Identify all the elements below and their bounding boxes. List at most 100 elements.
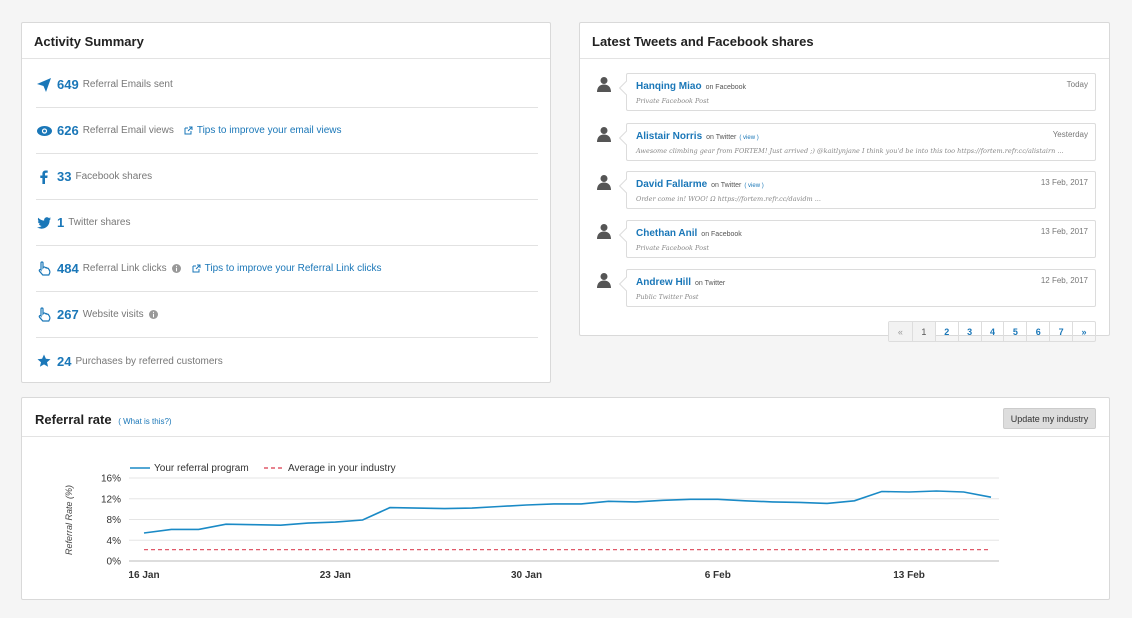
share-item: Alistair Norris on Twitter( view ) Awesom…: [594, 123, 1097, 161]
pagination: « 1 2 3 4 5 6 7 »: [887, 321, 1096, 342]
stat-value: 626: [57, 123, 79, 138]
share-source: on Twitter: [695, 280, 726, 287]
pager-page-1[interactable]: 1: [911, 322, 935, 341]
stat-email-views: 626 Referral Email views Tips to improve…: [36, 108, 538, 154]
tip-label[interactable]: Tips to improve your Referral Link click…: [204, 263, 382, 274]
share-bubble: Chethan Anil on Facebook Private Facebook…: [626, 220, 1096, 258]
referral-rate-chart: 0% 4% 8% 12% 16% 16 Jan 23 Jan 30 Jan 6 Feb 13 F…: [64, 463, 999, 581]
y-tick-label: 16%: [101, 474, 121, 485]
y-tick-label: 12%: [101, 494, 121, 505]
stat-value: 24: [57, 353, 72, 369]
tips-link-clicks-link[interactable]: Tips to improve your Referral Link click…: [192, 263, 382, 274]
share-item: David Fallarme on Twitter( view ) Order c…: [594, 171, 1097, 209]
stat-emails-sent: 649 Referral Emails sent: [36, 62, 538, 108]
pager-page-7[interactable]: 7: [1049, 322, 1072, 341]
pager-page-6[interactable]: 6: [1026, 322, 1049, 341]
pointer-hand-icon: [36, 307, 52, 323]
tip-label[interactable]: Tips to improve your email views: [196, 125, 342, 136]
stat-label: Referral Link clicks: [82, 263, 167, 274]
x-tick-label: 30 Jan: [511, 570, 542, 581]
latest-shares-panel: Latest Tweets and Facebook shares Hanqin…: [579, 22, 1110, 342]
share-author-link[interactable]: David Fallarme: [636, 179, 708, 190]
pager-page-4[interactable]: 4: [980, 322, 1004, 341]
x-tick-label: 6 Feb: [705, 570, 731, 581]
share-body: Private Facebook Post: [636, 97, 710, 105]
share-author-link[interactable]: Alistair Norris: [636, 131, 703, 142]
paper-plane-icon: [36, 77, 52, 93]
latest-shares-title: Latest Tweets and Facebook shares: [580, 23, 1109, 59]
share-item: Hanqing Miao on Facebook Private Facebook…: [594, 73, 1097, 111]
legend-entry: Your referral program: [154, 463, 249, 474]
stat-label: Twitter shares: [68, 217, 131, 228]
user-avatar-icon: [597, 224, 611, 239]
share-bubble: Andrew Hill on Twitter Public Twitter Pos…: [626, 269, 1096, 307]
tips-email-views-link[interactable]: Tips to improve your email views: [184, 125, 342, 136]
view-tweet-link[interactable]: ( view ): [744, 183, 764, 189]
share-source: on Facebook: [701, 231, 742, 238]
stat-link-clicks: 484 Referral Link clicks Tips to improve…: [36, 246, 538, 292]
share-date: 13 Feb, 2017: [1040, 178, 1088, 187]
referral-rate-title: Referral rate ( What is this?): [35, 412, 172, 427]
share-item: Andrew Hill on Twitter Public Twitter Pos…: [594, 269, 1097, 307]
info-icon[interactable]: [148, 309, 159, 320]
share-source: on Twitter: [711, 182, 742, 189]
pager-page-3[interactable]: 3: [957, 322, 981, 341]
pager-prev[interactable]: «: [888, 322, 912, 341]
share-body: Awesome climbing gear from FORTEM! Just …: [636, 147, 1064, 155]
pager-page-5[interactable]: 5: [1003, 322, 1026, 341]
stat-label: Referral Emails sent: [82, 79, 173, 90]
y-tick-label: 4%: [107, 536, 122, 547]
stat-value: 484: [57, 261, 79, 276]
user-avatar-icon: [597, 127, 611, 142]
update-industry-button[interactable]: Update my industry: [1003, 408, 1096, 429]
share-date: 13 Feb, 2017: [1040, 227, 1088, 236]
share-source: on Twitter: [706, 134, 737, 141]
activity-summary-title: Activity Summary: [22, 23, 550, 59]
share-author-link[interactable]: Hanqing Miao: [636, 81, 702, 92]
share-body: Private Facebook Post: [636, 244, 710, 252]
y-axis-label: Referral Rate (%): [64, 485, 74, 555]
stat-value: 267: [57, 307, 79, 322]
y-tick-label: 0%: [107, 557, 122, 568]
share-bubble: Alistair Norris on Twitter( view ) Awesom…: [626, 123, 1096, 161]
share-author-link[interactable]: Andrew Hill: [636, 277, 692, 288]
stat-value: 33: [57, 169, 72, 184]
legend-entry: Average in your industry: [288, 463, 396, 474]
share-bubble: Hanqing Miao on Facebook Private Facebook…: [626, 73, 1096, 111]
share-body: Public Twitter Post: [636, 293, 699, 301]
stat-twitter-shares: 1 Twitter shares: [36, 200, 538, 246]
stat-purchases: 24 Purchases by referred customers: [36, 338, 538, 384]
twitter-icon: [36, 215, 52, 231]
share-bubble: David Fallarme on Twitter( view ) Order c…: [626, 171, 1096, 209]
pointer-hand-icon: [36, 261, 52, 277]
share-date: Today: [1066, 80, 1088, 89]
series-line-your-program: [143, 490, 992, 534]
eye-icon: [36, 123, 52, 139]
stat-facebook-shares: 33 Facebook shares: [36, 154, 538, 200]
share-body: Order come in! WOO! Ω https://fortem.ref…: [636, 195, 821, 203]
x-tick-label: 16 Jan: [128, 570, 159, 581]
pager-page-2[interactable]: 2: [934, 322, 958, 341]
referral-rate-panel: Referral rate ( What is this?) Update my…: [21, 397, 1110, 600]
stat-label: Purchases by referred customers: [75, 355, 223, 367]
info-icon[interactable]: [171, 263, 182, 274]
stat-website-visits: 267 Website visits: [36, 292, 538, 338]
facebook-icon: [36, 169, 52, 185]
share-date: 12 Feb, 2017: [1040, 276, 1088, 285]
stat-label: Facebook shares: [75, 171, 153, 182]
referral-rate-heading: Referral rate: [35, 412, 112, 427]
share-item: Chethan Anil on Facebook Private Facebook…: [594, 220, 1097, 258]
view-tweet-link[interactable]: ( view ): [739, 135, 759, 141]
activity-summary-panel: Activity Summary 649 Referral Emails sen…: [21, 22, 551, 383]
share-date: Yesterday: [1052, 130, 1088, 139]
y-tick-label: 8%: [107, 515, 122, 526]
share-author-link[interactable]: Chethan Anil: [636, 228, 698, 239]
user-avatar-icon: [597, 175, 611, 190]
x-tick-label: 13 Feb: [893, 570, 925, 581]
what-is-this-link[interactable]: ( What is this?): [118, 417, 172, 426]
stat-value: 649: [57, 77, 79, 92]
stat-value: 1: [57, 215, 65, 230]
user-avatar-icon: [597, 273, 611, 288]
pager-next[interactable]: »: [1072, 322, 1095, 341]
user-avatar-icon: [597, 77, 611, 92]
